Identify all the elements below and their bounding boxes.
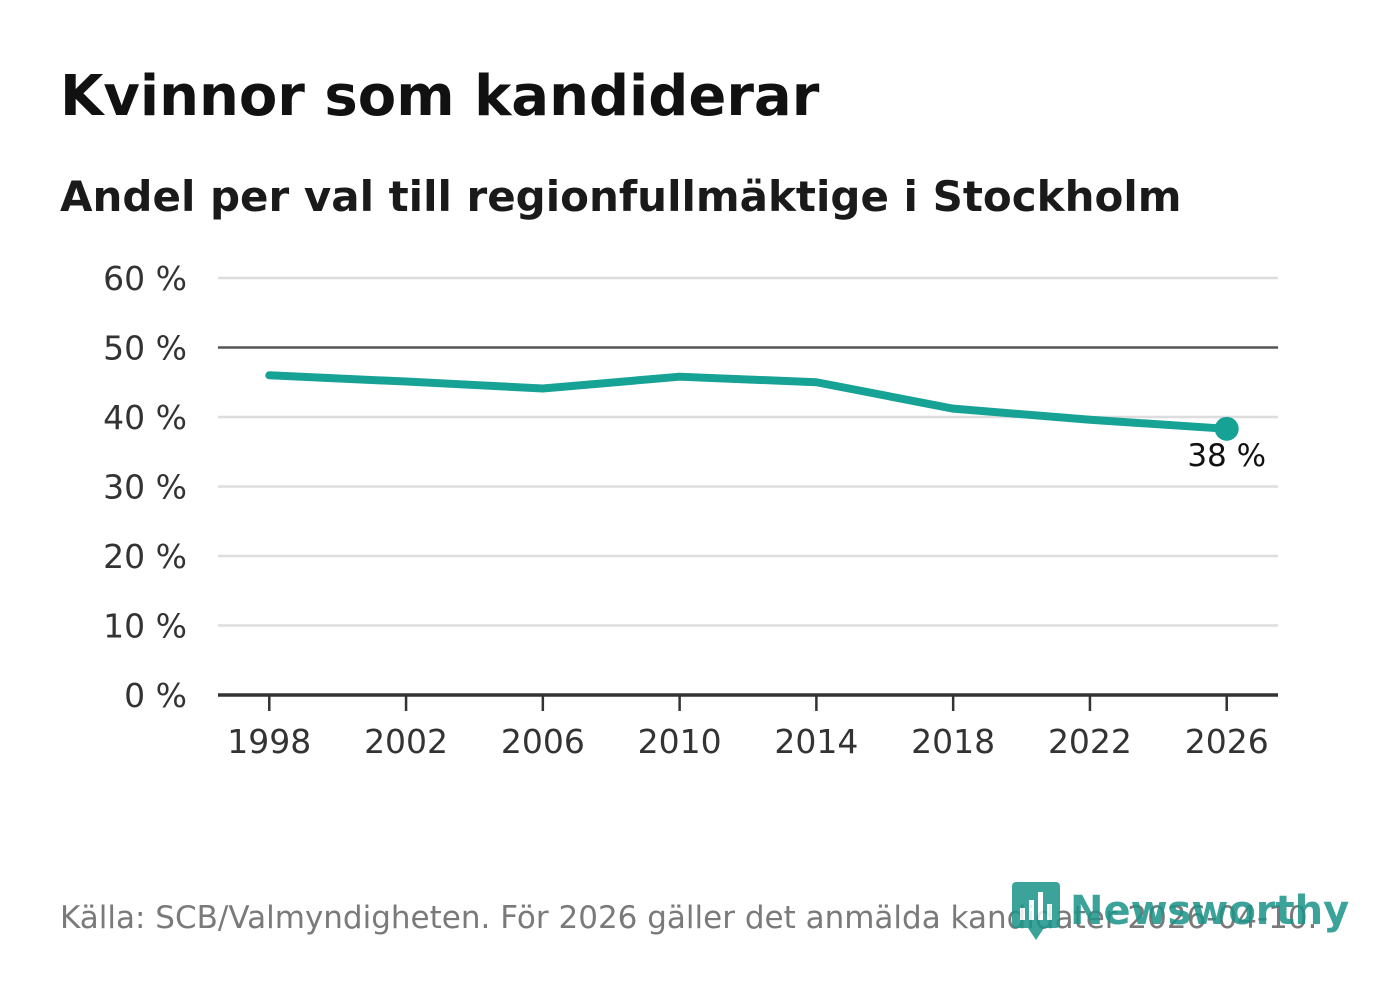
- bar-chart-logo-icon: [1012, 882, 1060, 940]
- y-tick-label: 20 %: [103, 537, 187, 576]
- x-tick-label: 2026: [1185, 722, 1269, 761]
- x-tick-label: 2014: [774, 722, 858, 761]
- x-tick-label: 2022: [1048, 722, 1132, 761]
- brand-name: Newsworthy: [1070, 888, 1350, 934]
- x-tick-label: 2010: [638, 722, 722, 761]
- series-group: 38 %: [265, 371, 1266, 474]
- grid-lines: [218, 276, 1278, 627]
- x-axis: 1998 2002 2006 2010 2014 2018 2022 2026: [218, 693, 1278, 761]
- x-tick-label: 2018: [911, 722, 995, 761]
- chart-subtitle: Andel per val till regionfullmäktige i S…: [60, 172, 1182, 221]
- y-tick-label: 0 %: [124, 676, 187, 715]
- end-value-label: 38 %: [1187, 438, 1266, 474]
- brand-logo: Newsworthy: [1010, 880, 1349, 942]
- y-tick-label: 10 %: [103, 607, 187, 646]
- y-axis-ticks: 0 % 10 % 20 % 30 % 40 % 50 % 60 %: [103, 259, 187, 715]
- y-tick-label: 50 %: [103, 329, 187, 368]
- x-tick-label: 2002: [364, 722, 448, 761]
- y-tick-label: 30 %: [103, 468, 187, 507]
- source-note: Källa: SCB/Valmyndigheten. För 2026 gäll…: [60, 900, 1318, 936]
- end-point-marker: [1214, 416, 1239, 441]
- y-tick-label: 40 %: [103, 398, 187, 437]
- y-tick-label: 60 %: [103, 259, 187, 298]
- series-line-andel-kvinnor: [265, 371, 1231, 433]
- x-tick-label: 2006: [501, 722, 585, 761]
- chart-title: Kvinnor som kandiderar: [60, 64, 820, 129]
- x-tick-label: 1998: [227, 722, 311, 761]
